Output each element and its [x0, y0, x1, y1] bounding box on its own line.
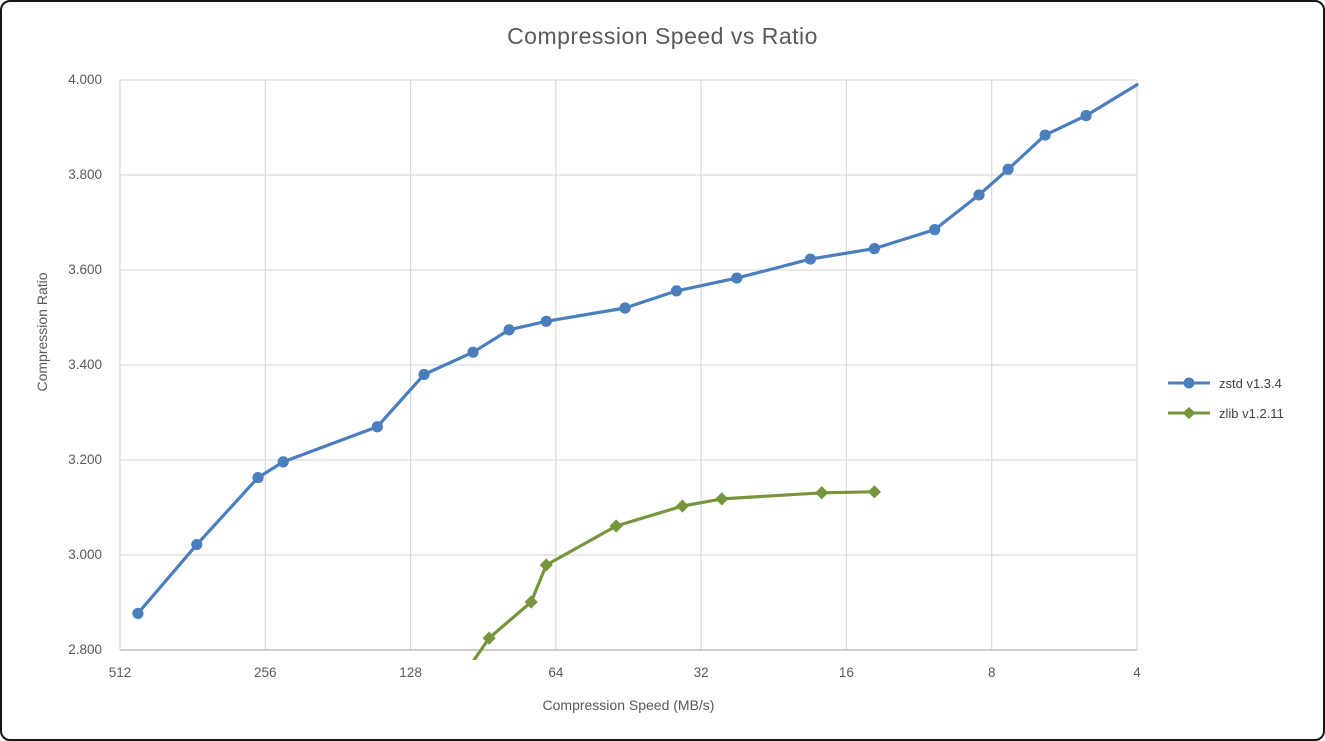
x-axis-title: Compression Speed (MB/s)	[542, 697, 715, 713]
x-tick-label: 8	[987, 665, 996, 680]
zstd-data-point	[1002, 163, 1014, 175]
x-tick-label: 64	[548, 665, 564, 680]
zstd-data-point	[973, 189, 985, 201]
y-axis-title: Compression Ratio	[34, 272, 50, 392]
x-tick-label: 512	[108, 665, 132, 680]
zstd-data-point	[929, 224, 941, 236]
zstd-data-point	[804, 253, 817, 265]
zstd-data-point	[371, 421, 383, 433]
legend-entry-zlib: zlib v1.2.11	[1166, 398, 1323, 428]
zstd-data-point	[191, 538, 203, 551]
zstd-data-point	[503, 324, 515, 336]
zlib-legend-marker-icon	[1168, 407, 1210, 419]
zlib-data-point	[482, 631, 496, 645]
legend-entry-zstd: zstd v1.3.4	[1166, 368, 1323, 398]
zstd-data-point	[731, 272, 743, 284]
zlib-data-point	[524, 595, 538, 609]
y-tick-label: 3.200	[68, 452, 102, 467]
zstd-series-line	[136, 83, 1139, 616]
legend: zstd v1.3.4 zlib v1.2.11	[1166, 368, 1323, 428]
x-tick-label: 32	[693, 665, 709, 680]
x-tick-label: 16	[838, 665, 854, 680]
zstd-data-point	[418, 368, 430, 381]
zlib-data-point	[539, 558, 553, 572]
zstd-data-point	[252, 471, 264, 484]
zstd-data-point	[1039, 129, 1051, 141]
zstd-data-point	[619, 302, 631, 314]
zlib-data-point	[675, 499, 689, 513]
x-tick-label: 256	[254, 665, 277, 680]
x-tick-label: 4	[1133, 665, 1141, 680]
y-tick-label: 3.600	[68, 262, 102, 277]
y-tick-label: 2.800	[68, 642, 102, 657]
chart-title: Compression Speed vs Ratio	[507, 23, 818, 49]
zstd-data-point	[868, 243, 881, 255]
zstd-data-point	[277, 456, 289, 468]
x-tick-label: 128	[399, 665, 422, 680]
zstd-data-point	[540, 315, 552, 327]
zlib-data-point	[867, 485, 882, 499]
zstd-data-point	[132, 607, 144, 620]
y-tick-label: 3.400	[68, 357, 102, 372]
legend-label: zlib v1.2.11	[1219, 405, 1284, 421]
zstd-data-point	[670, 285, 683, 297]
y-tick-label: 3.000	[68, 547, 102, 562]
zlib-data-point	[715, 492, 729, 506]
zstd-data-point	[467, 346, 479, 358]
legend-label: zstd v1.3.4	[1219, 375, 1282, 391]
y-tick-label: 3.800	[68, 167, 102, 182]
zlib-data-point	[609, 519, 623, 533]
zlib-data-point	[815, 486, 829, 500]
y-tick-label: 4.000	[68, 72, 102, 87]
zstd-legend-marker-icon	[1168, 377, 1210, 389]
zstd-data-point	[1080, 110, 1092, 122]
